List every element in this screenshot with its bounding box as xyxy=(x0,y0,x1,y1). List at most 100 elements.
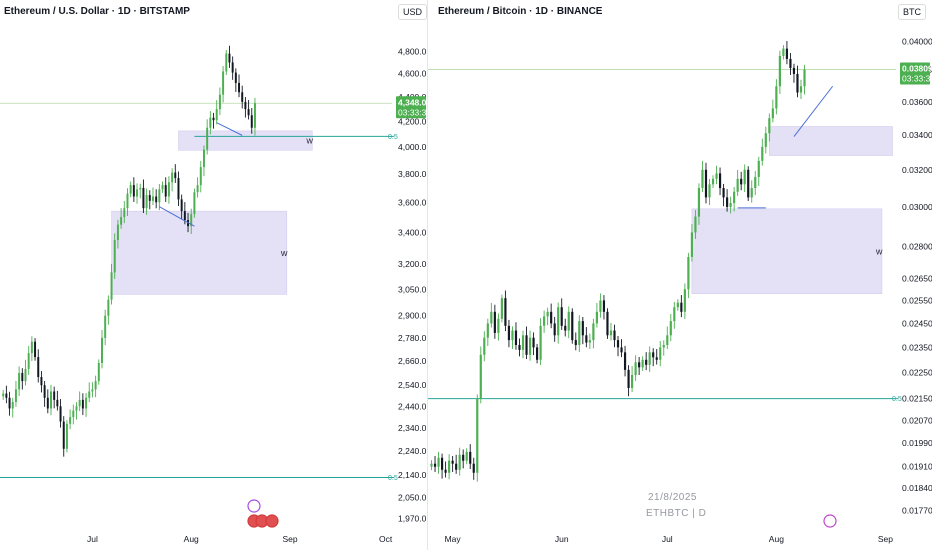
right-currency-button[interactable]: BTC xyxy=(898,4,926,20)
y-tick-label-14: 2,440.0 xyxy=(398,401,427,411)
zone-label-1: W xyxy=(876,249,883,256)
candle-body-51 xyxy=(609,330,613,336)
candle-body-0 xyxy=(2,393,5,397)
candle-body-45 xyxy=(145,195,148,209)
candle-body-44 xyxy=(142,187,145,209)
y-tick-label-13: 0.02070 xyxy=(902,415,932,425)
candle-body-57 xyxy=(183,211,186,221)
candle-body-48 xyxy=(599,300,602,312)
trend-line-0 xyxy=(159,206,195,227)
candle-body-103 xyxy=(792,67,796,74)
candle-body-49 xyxy=(158,189,161,203)
candle-body-57 xyxy=(630,375,634,388)
left-chart-panel[interactable]: WW0.50.54,800.04,600.04,400.04,200.04,00… xyxy=(0,0,428,550)
candle-body-19 xyxy=(62,421,65,449)
candle-body-62 xyxy=(199,167,202,186)
y-tick-label-6: 0.02800 xyxy=(902,242,932,252)
candle-body-71 xyxy=(680,302,683,312)
candle-body-61 xyxy=(645,359,648,365)
candle-body-17 xyxy=(56,399,59,407)
trend-line-1 xyxy=(216,122,243,136)
candle-body-3 xyxy=(11,402,14,409)
candle-body-91 xyxy=(750,188,753,198)
candle-body-77 xyxy=(247,109,250,116)
candle-body-79 xyxy=(253,103,256,128)
y-tick-label-15: 2,340.0 xyxy=(398,423,427,433)
x-tick-label-2: Sep xyxy=(282,534,297,544)
panel-divider[interactable] xyxy=(427,0,428,550)
candle-body-16 xyxy=(53,391,56,400)
zone-label-0: W xyxy=(306,139,313,146)
candle-body-24 xyxy=(78,399,81,407)
candle-body-45 xyxy=(588,340,591,343)
lightning-event-icon-right xyxy=(823,514,837,528)
y-tick-label-11: 0.02250 xyxy=(902,367,932,377)
candle-body-55 xyxy=(623,352,627,370)
candle-body-28 xyxy=(91,389,94,392)
price-tag-countdown: 03:33:35 xyxy=(398,107,428,117)
candle-body-30 xyxy=(535,347,539,360)
candle-body-9 xyxy=(30,341,33,354)
candle-body-52 xyxy=(167,182,170,197)
candle-body-37 xyxy=(120,217,123,225)
candle-body-83 xyxy=(722,188,725,198)
x-tick-label-3: Oct xyxy=(379,534,393,544)
candle-body-13 xyxy=(43,385,46,398)
candle-body-88 xyxy=(740,178,743,185)
candle-body-74 xyxy=(238,82,241,93)
candle-body-81 xyxy=(715,173,718,179)
candle-body-11 xyxy=(37,357,40,378)
eth-usd-chart[interactable]: WW0.50.54,800.04,600.04,400.04,200.04,00… xyxy=(0,0,428,550)
lightning-event-icon xyxy=(247,499,261,513)
candle-body-58 xyxy=(634,362,637,376)
candle-body-9 xyxy=(462,454,465,461)
candle-body-102 xyxy=(789,58,792,68)
y-tick-label-12: 0.02150 xyxy=(902,394,932,404)
candle-body-66 xyxy=(662,344,665,348)
y-tick-label-0: 0.04000 xyxy=(902,36,932,46)
candle-body-33 xyxy=(107,299,110,316)
candle-body-35 xyxy=(553,323,556,336)
x-tick-label-0: Jul xyxy=(87,534,98,544)
y-tick-label-8: 0.02550 xyxy=(902,295,932,305)
y-tick-label-17: 0.01770 xyxy=(902,506,932,516)
x-tick-label-0: May xyxy=(445,534,462,544)
candle-body-27 xyxy=(88,391,91,398)
candle-body-75 xyxy=(694,216,697,233)
candle-body-100 xyxy=(782,48,785,56)
eth-btc-chart[interactable]: W 0.5 0.04000 0.03809 0.03600 0.03400 0.03200 0… xyxy=(428,0,932,550)
candle-body-29 xyxy=(532,337,535,348)
candle-body-106 xyxy=(803,69,806,87)
candle-body-51 xyxy=(164,185,167,197)
zone-box-0 xyxy=(769,126,893,156)
candle-body-50 xyxy=(606,311,609,336)
candle-body-89 xyxy=(743,169,746,185)
candle-body-53 xyxy=(616,340,620,348)
left-currency-button[interactable]: USD xyxy=(398,4,428,20)
candle-body-34 xyxy=(110,272,113,300)
level-label-0: 0.5 xyxy=(388,134,398,141)
y-tick-label-9: 0.02450 xyxy=(902,318,932,328)
y-tick-label-15: 0.01910 xyxy=(902,462,932,472)
candle-body-2 xyxy=(437,457,440,467)
y-tick-label-7: 3,400.0 xyxy=(398,227,427,237)
candle-body-69 xyxy=(673,307,676,322)
y-tick-label-16: 0.01840 xyxy=(902,483,932,493)
candle-body-43 xyxy=(581,321,584,336)
candle-body-42 xyxy=(578,321,581,345)
candle-body-35 xyxy=(113,240,116,273)
candle-body-46 xyxy=(148,195,151,201)
candle-body-56 xyxy=(180,199,183,212)
candle-body-14 xyxy=(479,354,482,399)
right-chart-panel[interactable]: W 0.5 0.04000 0.03809 0.03600 0.03400 0.03200 0… xyxy=(428,0,932,550)
candle-body-47 xyxy=(151,196,154,201)
candle-body-18 xyxy=(493,311,496,333)
candle-body-80 xyxy=(711,178,715,185)
candle-body-30 xyxy=(97,362,100,382)
y-tick-label-4: 4,000.0 xyxy=(398,142,427,152)
candle-body-52 xyxy=(613,330,616,341)
candle-body-10 xyxy=(34,341,37,358)
candle-body-96 xyxy=(768,118,771,134)
candle-body-18 xyxy=(59,406,62,422)
candle-body-67 xyxy=(666,335,669,345)
